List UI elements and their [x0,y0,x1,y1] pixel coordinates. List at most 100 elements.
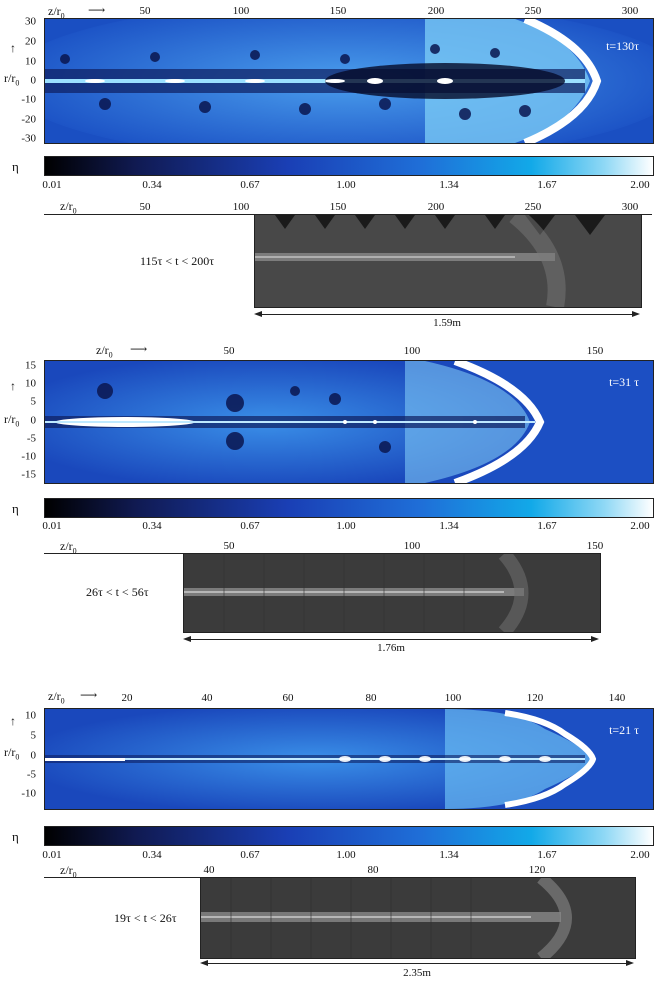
colorbar-tick: 1.34 [439,849,459,861]
simulation-plot [45,19,653,143]
photo-xtick: 80 [367,864,379,876]
colorbar-tick: 2.00 [630,849,650,861]
arrow-up-icon: ↑ [10,714,16,728]
colorbar-tick: 1.67 [537,179,557,191]
sim-xtick: 100 [444,692,462,704]
sim-time-label: t=31 τ [609,375,639,389]
arrow-right-icon [591,636,599,642]
photo-xtick: 200 [427,201,445,213]
sim-ytick: 10 [25,709,36,722]
scale-bar [204,963,630,964]
photo-xtick: 300 [621,201,639,213]
sim-ylabel: r/r0 [4,745,20,762]
colorbar-tick: 0.01 [42,520,62,532]
experimental-photo [254,214,642,308]
sim-ytick: -5 [26,768,36,781]
sim-ytick: 15 [25,359,36,372]
colorbar-tick: 0.34 [142,849,162,861]
photo-xlabel: z/r0 [60,539,77,556]
sim-xtick: 120 [526,692,544,704]
photo-image [201,878,635,958]
arrow-up-icon: ↑ [10,379,16,393]
photo-xtick: 120 [528,864,546,876]
sim-ytick: -10 [21,787,36,800]
colorbar-tick: 1.00 [336,520,356,532]
sim-xtick: 60 [282,692,294,704]
simulation-plot [45,361,653,483]
sim-ytick: -15 [21,468,36,481]
sim-xtick: 100 [232,5,250,17]
sim-ytick: -20 [21,113,36,126]
simulation-image: t=21 τ [44,708,654,810]
photo-xtick: 40 [203,864,215,876]
photo-xtick: 150 [586,540,604,552]
scale-bar [258,314,636,315]
sim-ytick: 0 [30,74,37,87]
arrow-left-icon [200,960,208,966]
colorbar-tick: 0.01 [42,849,62,861]
arrow-up-icon: ↑ [10,41,16,55]
photo-xtick: 150 [329,201,347,213]
colorbar-tick: 0.34 [142,520,162,532]
sim-xtick: 50 [139,5,151,17]
sim-xlabel: z/r0 [96,343,113,360]
arrow-right-icon: ⟶ [88,3,106,17]
sim-ylabel: r/r0 [4,71,20,88]
photo-image [184,554,600,632]
sim-ytick: 5 [30,729,37,742]
photo-time-range: 26τ < t < 56τ [86,585,149,599]
sim-xtick: 40 [201,692,213,704]
colorbar-symbol: η [12,501,19,516]
colorbar-tick: 1.34 [439,179,459,191]
colorbar-tick: 0.67 [240,520,260,532]
colorbar-tick: 1.67 [537,849,557,861]
scale-length: 1.59m [433,317,461,329]
scale-length: 1.76m [377,642,405,654]
sim-ytick: -30 [21,132,36,145]
sim-time-label: t=130τ [606,39,639,53]
sim-xtick: 200 [427,5,445,17]
sim-xtick: 250 [524,5,542,17]
sim-xtick: 150 [329,5,347,17]
arrow-right-icon [632,311,640,317]
colorbar-tick: 0.01 [42,179,62,191]
sim-xtick: 50 [223,345,235,357]
colorbar-tick: 2.00 [630,179,650,191]
sim-xlabel: z/r0 [48,689,65,706]
sim-ytick: 0 [30,414,37,427]
arrow-right-icon [626,960,634,966]
simulation-plot [45,709,653,809]
photo-xtick: 50 [223,540,235,552]
experimental-photo [200,877,636,959]
photo-image [255,215,641,307]
photo-xtick: 50 [139,201,151,213]
photo-xtick: 100 [403,540,421,552]
sim-ytick: 0 [30,749,37,762]
arrow-left-icon [254,311,262,317]
simulation-image: t=130τ [44,18,654,144]
colorbar-tick: 1.00 [336,849,356,861]
sim-ylabel: r/r0 [4,412,20,429]
sim-ytick: 10 [25,55,36,68]
sim-xtick: 140 [608,692,626,704]
colorbar-symbol: η [12,159,19,174]
photo-xtick: 100 [232,201,250,213]
colorbar [44,498,654,518]
sim-ytick: 10 [25,377,36,390]
sim-xtick: 150 [586,345,604,357]
experimental-photo [183,553,601,633]
sim-ytick: -5 [26,432,36,445]
arrow-right-icon: ⟶ [80,688,98,702]
colorbar-tick: 0.34 [142,179,162,191]
sim-ytick: 30 [25,15,36,28]
sim-xtick: 80 [365,692,377,704]
colorbar-symbol: η [12,829,19,844]
colorbar-tick: 0.67 [240,179,260,191]
sim-ytick: -10 [21,93,36,106]
colorbar-tick: 0.67 [240,849,260,861]
sim-xtick: 100 [403,345,421,357]
photo-xtick: 250 [524,201,542,213]
simulation-image: t=31 τ [44,360,654,484]
photo-xlabel: z/r0 [60,199,77,216]
photo-time-range: 19τ < t < 26τ [114,911,177,925]
